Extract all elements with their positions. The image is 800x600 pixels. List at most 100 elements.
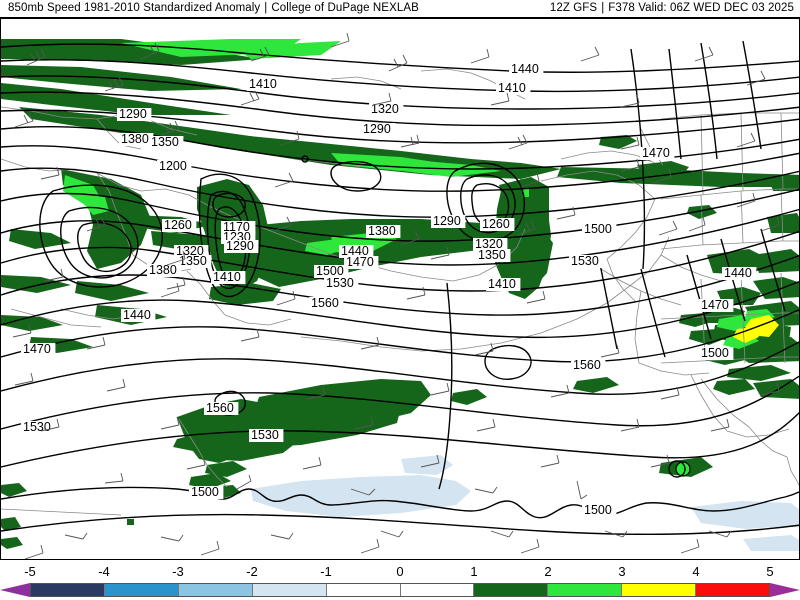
svg-text:1260: 1260 <box>164 218 192 232</box>
contour-label: 1320 <box>174 244 209 258</box>
svg-text:1560: 1560 <box>311 296 339 310</box>
contour-label: 1290 <box>224 239 259 253</box>
colorbar-tick-label: 4 <box>692 564 700 579</box>
colorbar-tick-label: -2 <box>246 564 258 579</box>
forecast-hour-label: F378 <box>608 2 635 14</box>
contour-label: 1410 <box>211 270 246 284</box>
contour-label: 1560 <box>571 358 606 372</box>
svg-text:1500: 1500 <box>191 485 219 499</box>
colorbar-segment <box>252 584 327 596</box>
svg-text:1380: 1380 <box>149 263 177 277</box>
contour-label: 1500 <box>582 222 617 236</box>
svg-text:1260: 1260 <box>482 217 510 231</box>
svg-text:1170: 1170 <box>223 220 250 234</box>
contour-label: 1350 <box>476 248 511 262</box>
colorbar-tick-label: -4 <box>98 564 110 579</box>
svg-text:1440: 1440 <box>123 308 151 322</box>
colorbar-segment <box>178 584 253 596</box>
title-separator-1: | <box>264 2 268 14</box>
svg-text:1560: 1560 <box>573 358 601 372</box>
svg-text:1530: 1530 <box>23 420 51 434</box>
contour-label: 1410 <box>486 277 521 291</box>
title-left-group: 850mb Speed 1981-2010 Standardized Anoma… <box>8 2 419 14</box>
svg-text:1350: 1350 <box>179 254 207 268</box>
svg-text:1470: 1470 <box>23 342 51 356</box>
svg-text:1290: 1290 <box>433 214 461 228</box>
contour-label: 1410 <box>496 81 531 95</box>
contour-label: 1470 <box>640 146 675 160</box>
height-contours <box>1 40 799 536</box>
svg-text:1320: 1320 <box>176 244 204 258</box>
title-separator-2: | <box>601 2 605 14</box>
contour-label: 1500 <box>582 503 617 517</box>
contour-label: 1350 <box>177 254 212 268</box>
colorbar-under-cap <box>0 583 30 597</box>
colorbar-segment <box>400 584 475 596</box>
contour-label: 1530 <box>21 420 56 434</box>
contour-label: 1470 <box>699 298 734 312</box>
svg-text:1410: 1410 <box>498 81 526 95</box>
svg-text:1350: 1350 <box>478 248 506 262</box>
contour-label: 1530 <box>249 428 284 442</box>
contour-label: 1470 <box>344 255 379 269</box>
wind-barbs <box>12 32 780 559</box>
colorbar-tick-label: 3 <box>618 564 626 579</box>
sea-ice-shading <box>251 455 799 551</box>
contour-label: 1380 <box>147 263 182 277</box>
contour-label: 1200 <box>157 159 192 173</box>
svg-text:1440: 1440 <box>341 244 369 258</box>
contour-label: 1560 <box>309 296 344 310</box>
contour-label: 1440 <box>121 308 156 322</box>
data-source-label: College of DuPage NEXLAB <box>271 2 419 14</box>
contour-label: 1350 <box>149 135 184 149</box>
svg-text:1440: 1440 <box>724 266 752 280</box>
svg-text:1200: 1200 <box>159 159 187 173</box>
contour-label: 1530 <box>324 276 359 290</box>
contour-label: 1440 <box>339 244 374 258</box>
extreme-anomaly-shading <box>733 315 779 343</box>
colorbar-tick-label: 5 <box>766 564 774 579</box>
colorbar-segment <box>548 584 623 596</box>
contour-label: 1170 <box>221 220 256 234</box>
colorbar-section: -5 -4 -3 -2 -1 0 1 2 3 4 5 <box>0 560 800 600</box>
contour-label: 1410 <box>247 77 282 91</box>
contour-label: 1260 <box>480 217 515 231</box>
map-panel[interactable]: 1440 1410 1410 1320 1290 1290 1380 1350 1200 1470… <box>0 18 800 560</box>
svg-text:1290: 1290 <box>119 107 147 121</box>
contour-label: 1470 <box>21 342 56 356</box>
svg-text:1380: 1380 <box>121 132 149 146</box>
contour-label: 1260 <box>162 218 197 232</box>
colorbar-tick-label: -3 <box>172 564 184 579</box>
svg-text:1410: 1410 <box>213 270 241 284</box>
contour-label: 1380 <box>366 224 401 238</box>
contour-label: 1290 <box>117 107 152 121</box>
positive-anomaly-shading-dark <box>1 39 799 549</box>
contour-label: 1380 <box>119 132 154 146</box>
contour-label: 1290 <box>431 214 466 228</box>
colorbar-tick-label: 1 <box>470 564 478 579</box>
svg-text:1380: 1380 <box>368 224 396 238</box>
contour-label: 1320 <box>369 102 404 116</box>
svg-text:1290: 1290 <box>363 122 391 136</box>
colorbar-over-cap <box>770 583 800 597</box>
contour-label: 1440 <box>722 266 757 280</box>
svg-text:1470: 1470 <box>346 255 374 269</box>
contour-label: 1290 <box>361 122 396 136</box>
svg-text:1530: 1530 <box>251 428 279 442</box>
colorbar-segment <box>31 584 105 596</box>
svg-text:1410: 1410 <box>249 77 277 91</box>
svg-text:1500: 1500 <box>701 346 729 360</box>
colorbar-tick-label: -1 <box>320 564 332 579</box>
colorbar-segment <box>696 584 770 596</box>
svg-text:1350: 1350 <box>151 135 179 149</box>
title-right-group: 12Z GFS | F378 Valid: 06Z WED DEC 03 2025 <box>550 2 794 14</box>
svg-text:1500: 1500 <box>584 222 612 236</box>
page-title: 850mb Speed 1981-2010 Standardized Anoma… <box>8 2 261 14</box>
svg-text:1500: 1500 <box>584 503 612 517</box>
colorbar-scale[interactable] <box>30 583 770 597</box>
colorbar-tick-labels: -5 -4 -3 -2 -1 0 1 2 3 4 5 <box>0 560 800 582</box>
title-bar: 850mb Speed 1981-2010 Standardized Anoma… <box>0 0 800 18</box>
